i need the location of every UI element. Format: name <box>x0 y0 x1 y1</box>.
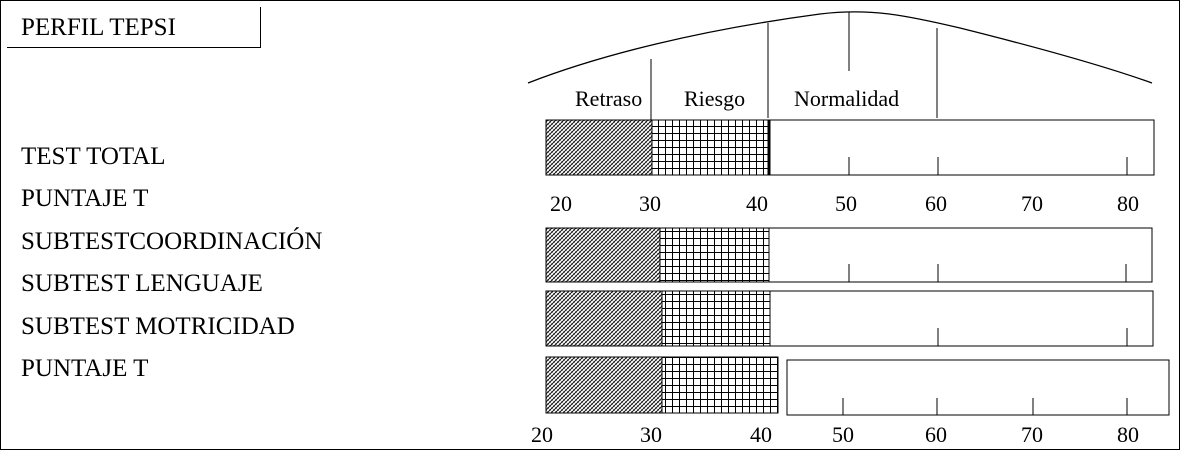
scale-bottom-40: 40 <box>750 422 772 447</box>
scale-bottom-20: 20 <box>531 422 553 447</box>
row-label-subtest-motricidad: SUBTEST MOTRICIDAD <box>21 313 295 340</box>
riesgo-zone <box>661 290 771 347</box>
retraso-zone <box>545 290 663 347</box>
scale-bottom-70: 70 <box>1021 422 1043 447</box>
scale-top-50: 50 <box>835 191 857 216</box>
scale-bottom-60: 60 <box>925 422 947 447</box>
scale-bottom-80: 80 <box>1117 422 1139 447</box>
scale-top-60: 60 <box>925 191 947 216</box>
retraso-zone <box>545 227 661 283</box>
subtest-lenguaje-bar <box>545 290 1154 347</box>
normal-distribution-curve <box>527 11 1153 84</box>
retraso-zone <box>545 119 653 176</box>
row-label-subtest-lenguaje: SUBTEST LENGUAJE <box>21 270 263 297</box>
scale-top-40: 40 <box>746 191 768 216</box>
scale-bottom-50: 50 <box>832 422 854 447</box>
subtest-motricidad-bar <box>545 356 1170 416</box>
scale-top-20: 20 <box>550 191 572 216</box>
test-total-bar <box>545 119 1155 176</box>
zone-label-riesgo: Riesgo <box>684 86 745 111</box>
row-label-puntaje-t-2: PUNTAJE T <box>21 355 149 382</box>
normalidad-zone <box>769 290 1154 347</box>
normalidad-zone <box>768 227 1153 283</box>
riesgo-zone <box>651 119 770 176</box>
riesgo-zone <box>661 356 779 414</box>
scale-top-30: 30 <box>639 191 661 216</box>
zone-label-retraso: Retraso <box>575 86 642 111</box>
normalidad-zone <box>786 359 1170 416</box>
scale-top-80: 80 <box>1117 191 1139 216</box>
row-label-puntaje-t: PUNTAJE T <box>21 185 149 212</box>
page-title: PERFIL TEPSI <box>7 7 261 48</box>
subtest-coordinacion-bar <box>545 227 1153 283</box>
retraso-zone <box>545 356 663 414</box>
zone-label-normalidad: Normalidad <box>794 86 899 111</box>
scale-top-70: 70 <box>1021 191 1043 216</box>
riesgo-zone <box>659 227 770 283</box>
row-label-test-total: TEST TOTAL <box>21 143 166 170</box>
row-label-subtest-coordinacion: SUBTESTCOORDINACIÓN <box>21 228 323 255</box>
scale-bottom-30: 30 <box>640 422 662 447</box>
normalidad-zone <box>768 119 1155 176</box>
